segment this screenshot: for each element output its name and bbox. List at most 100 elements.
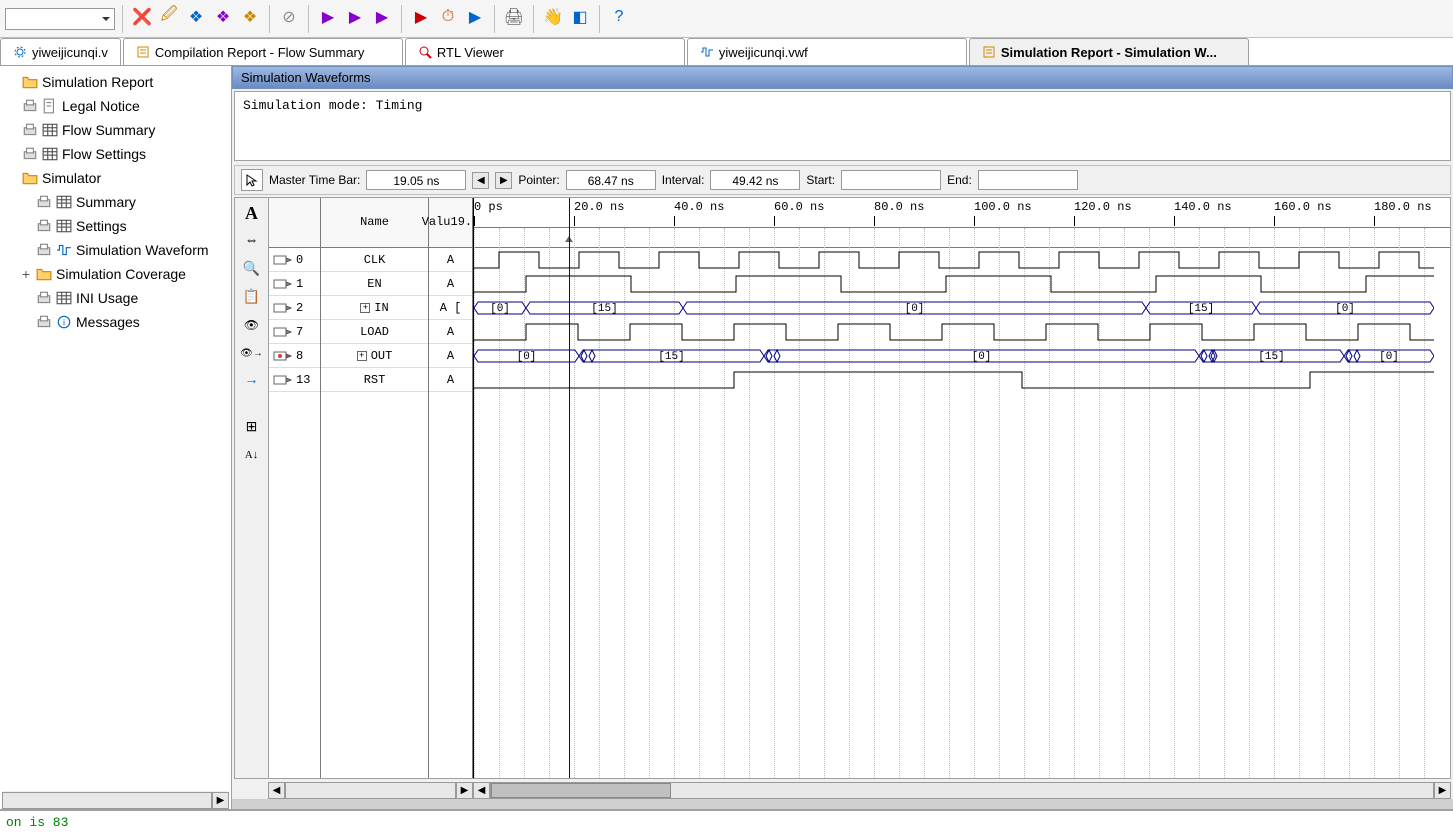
- ruler-tick: 20.0 ns: [574, 200, 624, 214]
- arrow-tool[interactable]: →: [239, 370, 265, 392]
- signal-row-name[interactable]: +OUT: [321, 344, 428, 368]
- signal-row-num[interactable]: 7: [269, 320, 320, 344]
- waveform-row[interactable]: [0][15][0][15][0]: [474, 344, 1450, 368]
- marker-row[interactable]: [474, 228, 1450, 248]
- waveform-row[interactable]: [474, 320, 1450, 344]
- tree-item-label: Flow Settings: [62, 146, 146, 162]
- signal-row-num[interactable]: 1: [269, 272, 320, 296]
- expand-bus-icon[interactable]: +: [360, 303, 370, 313]
- toolbar-btn-1[interactable]: 🖉: [157, 5, 181, 29]
- signal-row-name[interactable]: +IN: [321, 296, 428, 320]
- signals-hscroll[interactable]: [285, 782, 456, 799]
- status-bar: on is 83: [0, 809, 1453, 839]
- signal-row-num[interactable]: 13: [269, 368, 320, 392]
- toolbar-btn-10[interactable]: ⏱: [436, 5, 460, 29]
- tree-item-simulator[interactable]: Simulator: [2, 166, 229, 190]
- signal-row-name[interactable]: LOAD: [321, 320, 428, 344]
- signal-row-name[interactable]: RST: [321, 368, 428, 392]
- tree-item-flow-settings[interactable]: Flow Settings: [2, 142, 229, 166]
- zoom-in-tool[interactable]: 🔍: [239, 258, 265, 280]
- waveform-canvas[interactable]: 0 ps20.0 ns40.0 ns60.0 ns80.0 ns100.0 ns…: [474, 198, 1450, 778]
- time-step-left[interactable]: ◀: [472, 172, 489, 189]
- time-cursor[interactable]: [569, 198, 570, 778]
- cursor-tool[interactable]: [241, 169, 263, 191]
- toolbar-btn-11[interactable]: ▶: [463, 5, 487, 29]
- signal-row-num[interactable]: 0: [269, 248, 320, 272]
- toolbar-btn-15[interactable]: ?: [607, 5, 631, 29]
- tab-0[interactable]: yiweijicunqi.v: [0, 38, 121, 65]
- copy-tool[interactable]: 📋: [239, 286, 265, 308]
- ruler-tick: 80.0 ns: [874, 200, 924, 214]
- time-bar-controls: Master Time Bar: 19.05 ns ◀ ▶ Pointer: 6…: [234, 165, 1451, 195]
- tree-item-messages[interactable]: iMessages: [2, 310, 229, 334]
- waveform-row[interactable]: [474, 272, 1450, 296]
- time-ruler[interactable]: 0 ps20.0 ns40.0 ns60.0 ns80.0 ns100.0 ns…: [474, 198, 1450, 228]
- time-step-right[interactable]: ▶: [495, 172, 512, 189]
- toolbar-btn-5[interactable]: ⊘: [277, 5, 301, 29]
- tab-1[interactable]: Compilation Report - Flow Summary: [123, 38, 403, 65]
- report-tree-sidebar: Simulation ReportLegal NoticeFlow Summar…: [0, 66, 232, 809]
- tab-label: yiweijicunqi.v: [32, 45, 108, 60]
- expand-bus-icon[interactable]: +: [357, 351, 367, 361]
- fit-tool[interactable]: ⇔: [239, 230, 265, 252]
- master-time-value[interactable]: 19.05 ns: [366, 170, 466, 190]
- pointer-value: 68.47 ns: [566, 170, 656, 190]
- start-value[interactable]: [841, 170, 941, 190]
- svg-text:[0]: [0]: [517, 351, 537, 363]
- sort-tool[interactable]: A↓: [239, 444, 265, 466]
- signal-row-name[interactable]: CLK: [321, 248, 428, 272]
- find-next-tool[interactable]: 👁→: [239, 342, 265, 364]
- value-column-header[interactable]: Valu19.0: [429, 198, 472, 248]
- name-column-header[interactable]: Name: [321, 198, 428, 248]
- toolbar-btn-12[interactable]: 🖨: [502, 5, 526, 29]
- tab-2[interactable]: RTL Viewer: [405, 38, 685, 65]
- find-tool[interactable]: 👁: [239, 314, 265, 336]
- tree-item-settings[interactable]: Settings: [2, 214, 229, 238]
- toolbar-btn-6[interactable]: ▶: [316, 5, 340, 29]
- toolbar-btn-13[interactable]: 👋: [541, 5, 565, 29]
- tree-item-legal-notice[interactable]: Legal Notice: [2, 94, 229, 118]
- toolbar-btn-4[interactable]: ❖: [238, 5, 262, 29]
- signals-scroll-left[interactable]: ◀: [268, 782, 285, 799]
- tree-item-simulation-waveform[interactable]: Simulation Waveform: [2, 238, 229, 262]
- waveform-row[interactable]: [474, 368, 1450, 392]
- wave-scroll-right[interactable]: ▶: [1434, 782, 1451, 799]
- tree-item-summary[interactable]: Summary: [2, 190, 229, 214]
- tree-item-ini-usage[interactable]: INI Usage: [2, 286, 229, 310]
- signal-row-value: A: [429, 320, 472, 344]
- tree-item-simulation-report[interactable]: Simulation Report: [2, 70, 229, 94]
- signals-scroll-right[interactable]: ▶: [456, 782, 473, 799]
- signal-row-num[interactable]: 2: [269, 296, 320, 320]
- toolbar-btn-8[interactable]: ▶: [370, 5, 394, 29]
- waveform-row[interactable]: [474, 248, 1450, 272]
- tab-4[interactable]: Simulation Report - Simulation W...: [969, 38, 1249, 65]
- wave-hscroll[interactable]: [490, 782, 1434, 799]
- end-value[interactable]: [978, 170, 1078, 190]
- sidebar-hscroll[interactable]: [2, 792, 212, 809]
- svg-text:[15]: [15]: [1188, 303, 1214, 315]
- toolbar-btn-2[interactable]: ❖: [184, 5, 208, 29]
- tab-label: yiweijicunqi.vwf: [719, 45, 808, 60]
- svg-text:[0]: [0]: [905, 303, 925, 315]
- toolbar-btn-7[interactable]: ▶: [343, 5, 367, 29]
- toolbar-dropdown[interactable]: [5, 8, 115, 30]
- table-icon: [42, 147, 58, 161]
- toolbar-btn-3[interactable]: ❖: [211, 5, 235, 29]
- grid-tool[interactable]: ⊞: [239, 416, 265, 438]
- text-tool[interactable]: A: [239, 202, 265, 224]
- wave-scroll-left[interactable]: ◀: [473, 782, 490, 799]
- signal-row-name[interactable]: EN: [321, 272, 428, 296]
- print-icon: [22, 99, 38, 113]
- toolbar-btn-0[interactable]: ❌: [130, 5, 154, 29]
- expand-icon[interactable]: +: [20, 266, 32, 282]
- report-icon: [982, 45, 996, 59]
- waveform-row[interactable]: [0][15][0][15][0]: [474, 296, 1450, 320]
- toolbar-btn-9[interactable]: ▶: [409, 5, 433, 29]
- sidebar-scroll-right[interactable]: ▶: [212, 792, 229, 809]
- tab-3[interactable]: yiweijicunqi.vwf: [687, 38, 967, 65]
- signal-row-num[interactable]: 8: [269, 344, 320, 368]
- tree-item-simulation-coverage[interactable]: +Simulation Coverage: [2, 262, 229, 286]
- wave-scroll-thumb[interactable]: [491, 783, 671, 798]
- tree-item-flow-summary[interactable]: Flow Summary: [2, 118, 229, 142]
- toolbar-btn-14[interactable]: ◧: [568, 5, 592, 29]
